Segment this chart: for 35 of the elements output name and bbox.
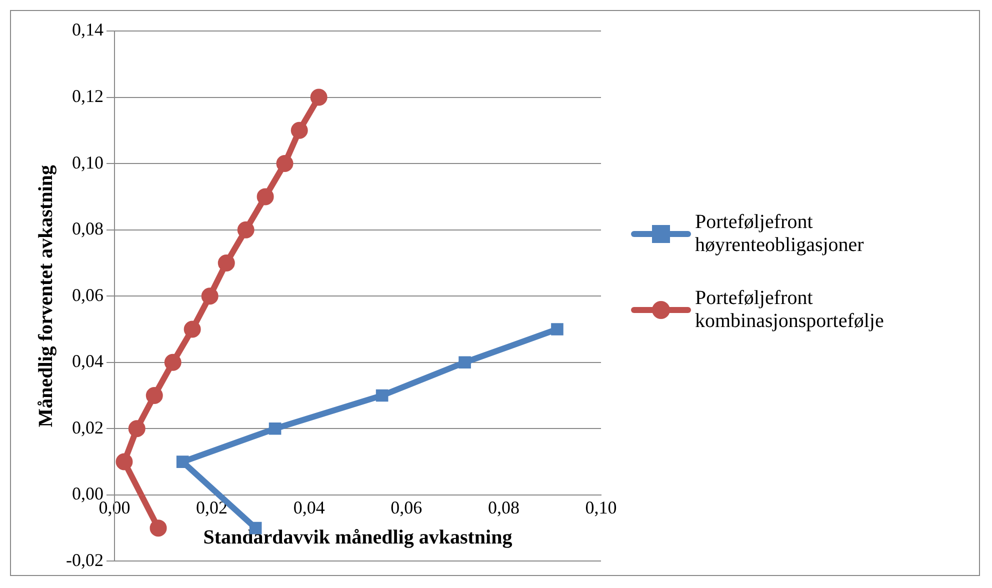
legend-label: Porteføljefront høyrenteobligasjoner bbox=[695, 211, 865, 257]
point bbox=[276, 155, 294, 172]
point bbox=[164, 354, 182, 371]
x-tick-label: 0,04 bbox=[293, 497, 325, 518]
y-tick-label: 0,04 bbox=[72, 351, 104, 372]
point bbox=[146, 387, 163, 404]
point bbox=[150, 520, 167, 537]
point bbox=[218, 254, 235, 272]
y-tick-label: 0,02 bbox=[72, 417, 104, 438]
point bbox=[116, 453, 133, 470]
point bbox=[184, 320, 201, 338]
point bbox=[176, 456, 189, 468]
x-tick-label: 0,10 bbox=[585, 497, 617, 518]
point bbox=[268, 422, 282, 435]
y-tick-label: 0,10 bbox=[72, 152, 104, 172]
x-tick-label: 0,02 bbox=[196, 497, 228, 518]
x-tick-label: 0,08 bbox=[488, 497, 520, 518]
point bbox=[376, 389, 388, 402]
point bbox=[237, 221, 254, 238]
point bbox=[551, 323, 564, 336]
y-tick-label: 0,08 bbox=[72, 218, 104, 239]
y-tick-label: 0,12 bbox=[72, 86, 104, 106]
y-tick-label: 0,14 bbox=[72, 20, 104, 40]
point bbox=[256, 188, 274, 206]
y-tick-label: 0,06 bbox=[72, 284, 104, 305]
point bbox=[201, 288, 218, 305]
y-axis-title: Månedlig forventet avkastning bbox=[35, 164, 58, 428]
point bbox=[290, 122, 308, 139]
legend-label: Porteføljefront kombinasjonsportefølje bbox=[695, 287, 885, 333]
point bbox=[458, 356, 471, 369]
point bbox=[128, 420, 146, 438]
point bbox=[310, 88, 328, 106]
y-tick-label: -0,02 bbox=[66, 550, 104, 570]
x-tick-label: 0,06 bbox=[390, 497, 422, 518]
x-axis-title: Standardavvik månedlig avkastning bbox=[203, 526, 512, 549]
